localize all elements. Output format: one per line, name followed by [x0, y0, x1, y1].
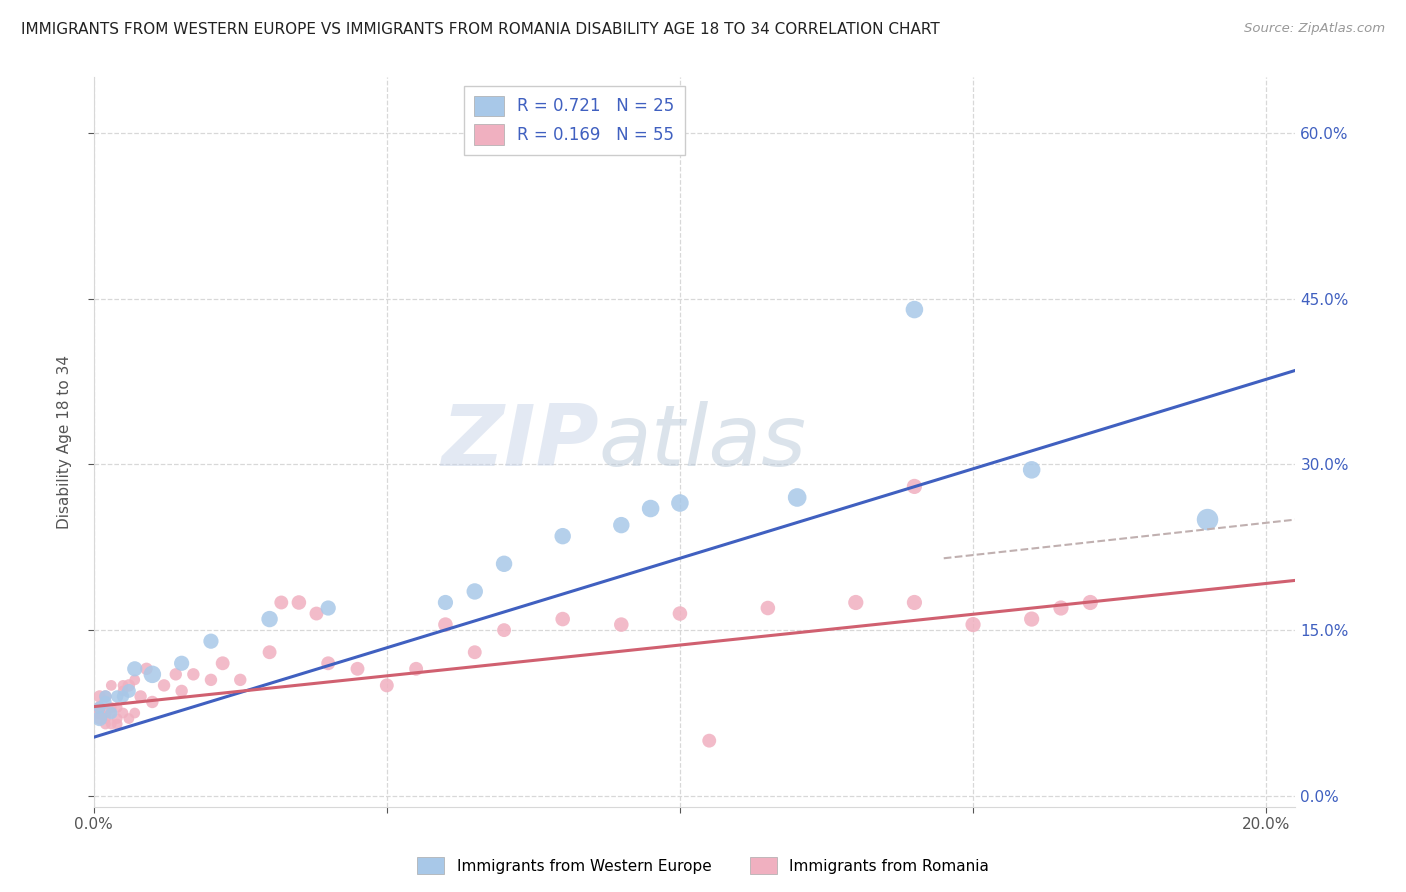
Point — [100, 700, 122, 714]
Point — [124, 706, 146, 720]
Point — [111, 706, 134, 720]
Point — [111, 678, 134, 692]
Point — [100, 706, 122, 720]
Legend: R = 0.721   N = 25, R = 0.169   N = 55: R = 0.721 N = 25, R = 0.169 N = 55 — [464, 86, 685, 155]
Point — [170, 684, 193, 698]
Point — [89, 700, 111, 714]
Point — [165, 667, 187, 681]
Point — [669, 607, 692, 621]
Point — [316, 657, 339, 671]
Text: Source: ZipAtlas.com: Source: ZipAtlas.com — [1244, 22, 1385, 36]
Point — [259, 645, 281, 659]
Point — [464, 645, 486, 659]
Point — [551, 612, 574, 626]
Point — [494, 623, 516, 637]
Point — [89, 700, 111, 714]
Point — [845, 595, 868, 609]
Point — [1021, 612, 1043, 626]
Point — [669, 496, 692, 510]
Point — [962, 617, 984, 632]
Point — [259, 612, 281, 626]
Point — [1050, 601, 1073, 615]
Y-axis label: Disability Age 18 to 34: Disability Age 18 to 34 — [58, 355, 72, 529]
Point — [100, 717, 122, 731]
Point — [94, 690, 117, 704]
Point — [610, 617, 633, 632]
Point — [903, 302, 925, 317]
Point — [200, 673, 222, 687]
Point — [375, 678, 398, 692]
Point — [94, 695, 117, 709]
Point — [153, 678, 176, 692]
Point — [697, 733, 720, 747]
Point — [305, 607, 328, 621]
Text: ZIP: ZIP — [441, 401, 599, 483]
Point — [94, 690, 117, 704]
Point — [141, 695, 163, 709]
Point — [129, 690, 152, 704]
Point — [111, 690, 134, 704]
Point — [111, 684, 134, 698]
Point — [124, 662, 146, 676]
Point — [551, 529, 574, 543]
Point — [1197, 512, 1219, 526]
Point — [434, 595, 457, 609]
Text: IMMIGRANTS FROM WESTERN EUROPE VS IMMIGRANTS FROM ROMANIA DISABILITY AGE 18 TO 3: IMMIGRANTS FROM WESTERN EUROPE VS IMMIGR… — [21, 22, 939, 37]
Point — [229, 673, 252, 687]
Point — [135, 662, 157, 676]
Point — [105, 690, 128, 704]
Point — [346, 662, 368, 676]
Point — [105, 712, 128, 726]
Point — [903, 479, 925, 493]
Point — [183, 667, 205, 681]
Point — [1021, 463, 1043, 477]
Point — [89, 712, 111, 726]
Point — [141, 667, 163, 681]
Point — [756, 601, 779, 615]
Point — [105, 717, 128, 731]
Point — [288, 595, 311, 609]
Point — [89, 712, 111, 726]
Point — [464, 584, 486, 599]
Point — [100, 706, 122, 720]
Point — [94, 706, 117, 720]
Point — [100, 678, 122, 692]
Point — [170, 657, 193, 671]
Point — [118, 712, 141, 726]
Point — [89, 690, 111, 704]
Point — [89, 706, 111, 720]
Text: atlas: atlas — [599, 401, 807, 483]
Point — [94, 717, 117, 731]
Point — [405, 662, 427, 676]
Point — [118, 684, 141, 698]
Point — [124, 673, 146, 687]
Point — [1078, 595, 1101, 609]
Point — [200, 634, 222, 648]
Point — [786, 491, 808, 505]
Point — [903, 595, 925, 609]
Point — [494, 557, 516, 571]
Point — [118, 678, 141, 692]
Point — [434, 617, 457, 632]
Point — [610, 518, 633, 533]
Legend: Immigrants from Western Europe, Immigrants from Romania: Immigrants from Western Europe, Immigran… — [411, 851, 995, 880]
Point — [316, 601, 339, 615]
Point — [270, 595, 292, 609]
Point — [211, 657, 233, 671]
Point — [640, 501, 662, 516]
Point — [105, 700, 128, 714]
Point — [94, 712, 117, 726]
